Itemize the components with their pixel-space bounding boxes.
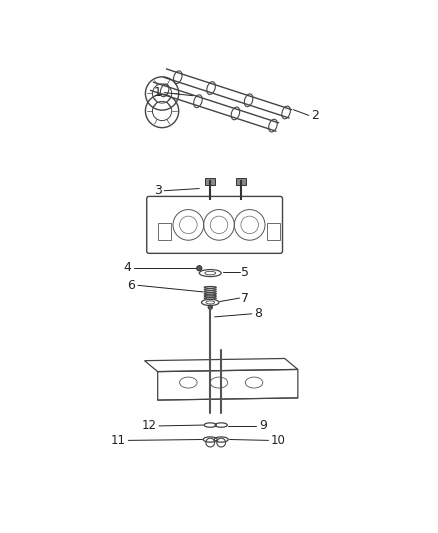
- Bar: [205, 177, 215, 185]
- Circle shape: [197, 265, 202, 271]
- Circle shape: [208, 305, 212, 310]
- Text: 1: 1: [154, 86, 162, 99]
- Text: 11: 11: [111, 434, 126, 447]
- Text: 3: 3: [154, 184, 162, 197]
- Text: 5: 5: [241, 265, 249, 279]
- Text: 6: 6: [127, 279, 135, 292]
- Text: 7: 7: [241, 292, 249, 304]
- Bar: [158, 223, 171, 240]
- Text: 9: 9: [259, 419, 267, 432]
- Text: 2: 2: [311, 109, 319, 122]
- Text: 4: 4: [123, 261, 131, 274]
- Text: 10: 10: [271, 434, 286, 447]
- Bar: [267, 223, 280, 240]
- Text: 12: 12: [141, 419, 156, 432]
- Text: 8: 8: [254, 308, 262, 320]
- Bar: [236, 177, 246, 185]
